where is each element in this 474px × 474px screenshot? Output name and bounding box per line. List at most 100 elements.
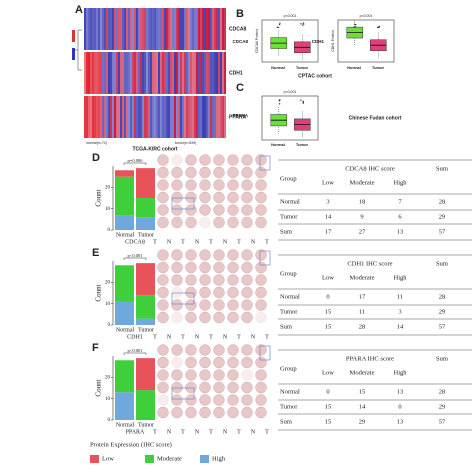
tma-core: [199, 299, 211, 311]
heatmap-cell: [106, 96, 108, 138]
tma-core: [199, 216, 211, 229]
heatmap-cell: [142, 8, 144, 50]
highlight-box: [171, 292, 195, 305]
table-cell: 9: [360, 213, 363, 220]
heatmap-cell: [160, 8, 162, 50]
outlier: [300, 23, 302, 25]
heatmap-cell: [168, 96, 170, 138]
heatmap-cell: [206, 52, 208, 94]
tma-core: [227, 261, 239, 274]
tma-core: [185, 344, 197, 356]
tma-core: [241, 369, 253, 381]
tma-core: [255, 204, 267, 216]
heatmap-cell: [134, 96, 136, 138]
tma-core: [171, 406, 183, 419]
heatmap-cell: [214, 52, 216, 94]
heatmap-cell: [88, 8, 90, 50]
tma-label: T: [153, 334, 157, 340]
outlier: [353, 26, 355, 28]
tma-core: [171, 394, 183, 406]
heatmap-cell: [174, 96, 176, 138]
heatmap-cell: [176, 52, 178, 94]
heatmap-cell: [136, 8, 138, 50]
heatmap-cell: [138, 8, 140, 50]
heatmap-cell: [224, 52, 226, 94]
tma-label: T: [265, 239, 269, 245]
tma-core: [213, 216, 225, 229]
tma-core: [255, 369, 267, 381]
heatmap-cell: [98, 96, 100, 138]
table-subheader: Low: [322, 179, 334, 186]
heatmap-cell: [172, 96, 174, 138]
heatmap-cell: [134, 8, 136, 50]
tma-core: [227, 311, 239, 324]
table-cell: 57: [439, 228, 446, 235]
stacked-bar: [136, 358, 155, 391]
heatmap-cell: [106, 52, 108, 94]
heatmap-cell: [178, 52, 180, 94]
tma-core: [157, 249, 169, 261]
table-cell: 15: [325, 403, 332, 410]
tma-core: [185, 311, 197, 324]
heatmap-cell: [152, 8, 154, 50]
tma-label: N: [195, 239, 200, 245]
tma-core: [255, 344, 267, 356]
tma-core: [157, 216, 169, 229]
outlier: [300, 99, 302, 101]
heatmap-cell: [152, 96, 154, 138]
heatmap-cell: [162, 52, 164, 94]
tma-core: [185, 369, 197, 381]
tma-core: [227, 299, 239, 311]
heatmap-cell: [204, 96, 206, 138]
heatmap-cell: [144, 52, 146, 94]
table-row-label: Normal: [280, 293, 300, 300]
heatmap-cell: [196, 52, 198, 94]
tma-core: [255, 191, 267, 204]
heatmap-cell: [118, 96, 120, 138]
tma-core: [227, 394, 239, 406]
stacked-bar: [115, 360, 134, 393]
heatmap-cell: [108, 8, 110, 50]
heatmap-cell: [222, 8, 224, 50]
table-cell: 29: [439, 213, 446, 220]
table-subheader: Moderate: [350, 274, 375, 281]
heatmap-cell: [126, 8, 128, 50]
heatmap-cell: [116, 8, 118, 50]
tma-core: [213, 394, 225, 406]
table-header: Sum: [436, 355, 448, 362]
heatmap-cell: [130, 52, 132, 94]
tma-core: [227, 191, 239, 204]
heatmap-cell: [90, 52, 92, 94]
tma-core: [213, 344, 225, 356]
tma-label: T: [237, 334, 241, 340]
tma-core: [157, 299, 169, 311]
tma-core: [241, 406, 253, 419]
heatmap-cell: [142, 52, 144, 94]
tma-core: [241, 274, 253, 286]
table-header: CDCA8 IHC score: [345, 165, 395, 172]
table-cell: 3: [326, 198, 329, 205]
table-row-label: Tumor: [280, 308, 298, 315]
table-header: Group: [280, 270, 297, 277]
heatmap-cell: [210, 8, 212, 50]
heatmap-cell: [86, 52, 88, 94]
tma-core: [255, 381, 267, 394]
group-label: Normal: [347, 65, 361, 70]
heatmap-cell: [104, 52, 106, 94]
tma-core: [171, 356, 183, 369]
heatmap-cell: [142, 96, 144, 138]
heatmap-cell: [152, 52, 154, 94]
table-header: Sum: [436, 260, 448, 267]
heatmap-cell: [162, 8, 164, 50]
heatmap-cell: [200, 96, 202, 138]
heatmap-cell: [122, 8, 124, 50]
heatmap-cell: [184, 96, 186, 138]
heatmap-cell: [206, 96, 208, 138]
table-cell: 15: [325, 308, 332, 315]
tma-core: [255, 261, 267, 274]
table-cell: 17: [359, 293, 366, 300]
gene-label: PPARA: [126, 429, 145, 435]
cohort-label: TCGA-KIRC cohort: [133, 146, 178, 152]
heatmap-cell: [166, 52, 168, 94]
heatmap-cell: [210, 96, 212, 138]
